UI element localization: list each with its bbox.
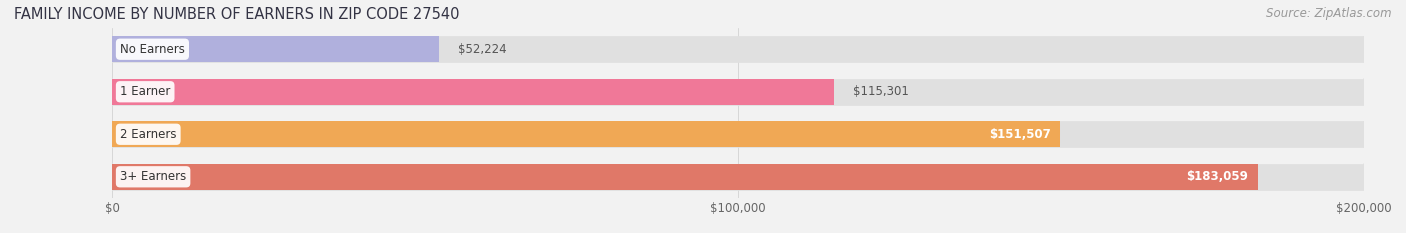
Text: 3+ Earners: 3+ Earners [120, 170, 186, 183]
Bar [112, 36, 1364, 62]
Bar [112, 121, 1364, 147]
Text: $115,301: $115,301 [852, 85, 908, 98]
Bar [112, 79, 834, 105]
Text: FAMILY INCOME BY NUMBER OF EARNERS IN ZIP CODE 27540: FAMILY INCOME BY NUMBER OF EARNERS IN ZI… [14, 7, 460, 22]
Text: $183,059: $183,059 [1185, 170, 1247, 183]
Bar [112, 79, 1364, 105]
Text: $151,507: $151,507 [988, 128, 1050, 141]
Text: Source: ZipAtlas.com: Source: ZipAtlas.com [1267, 7, 1392, 20]
Bar [112, 36, 439, 62]
Bar [112, 121, 1060, 147]
Bar [112, 164, 1258, 190]
Text: 2 Earners: 2 Earners [120, 128, 177, 141]
Text: $52,224: $52,224 [458, 43, 506, 56]
Text: 1 Earner: 1 Earner [120, 85, 170, 98]
Bar [112, 164, 1364, 190]
Text: No Earners: No Earners [120, 43, 184, 56]
